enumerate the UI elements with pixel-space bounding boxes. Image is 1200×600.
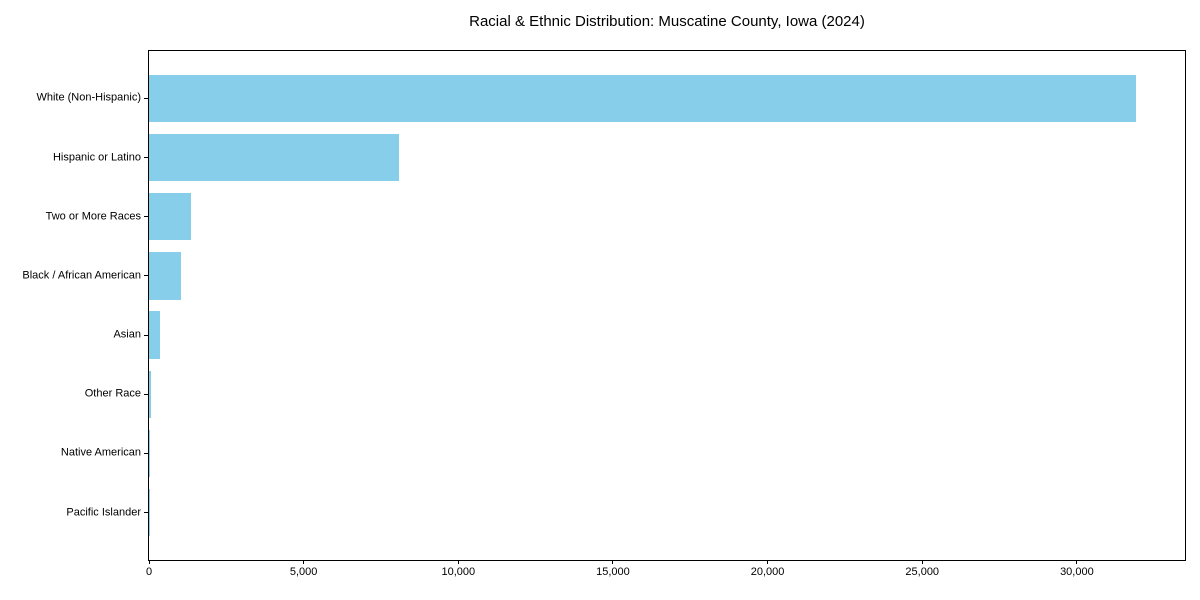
y-tick (144, 97, 149, 99)
bar (149, 311, 161, 359)
x-tick (921, 560, 923, 564)
y-tick-label: Black / African American (22, 269, 141, 282)
y-tick-label: White (Non-Hispanic) (36, 91, 141, 104)
x-tick-label: 10,000 (441, 566, 476, 578)
x-tick-label: 0 (145, 566, 153, 578)
bar (149, 193, 191, 241)
x-tick (457, 560, 459, 564)
x-tick (303, 560, 305, 564)
bars-layer (149, 51, 1185, 560)
x-tick (767, 560, 769, 564)
bar (149, 488, 150, 537)
plot-area: White (Non-Hispanic) Hispanic or Latino Tw… (22, 50, 1186, 578)
y-tick (144, 275, 149, 277)
y-tick (144, 334, 149, 336)
x-tick (612, 560, 614, 564)
y-tick-label: Two or More Races (45, 210, 141, 223)
x-tick-label: 25,000 (905, 566, 940, 578)
y-tick-label: Hispanic or Latino (52, 151, 141, 164)
bar (149, 429, 151, 478)
y-tick-label: Pacific Islander (66, 506, 141, 519)
x-tick (1076, 560, 1078, 564)
y-tick (144, 452, 149, 454)
x-tick-label: 15,000 (596, 566, 630, 578)
bar (149, 370, 151, 418)
x-axis: 0 5,000 10,000 15,000 20,000 25,000 30,000 (146, 51, 1185, 578)
y-axis: White (Non-Hispanic) Hispanic or Latino Tw… (22, 51, 1185, 560)
y-tick-label: Other Race (84, 387, 141, 400)
chart-title: Racial & Ethnic Distribution: Muscatine … (469, 13, 865, 30)
y-tick (144, 216, 149, 218)
x-tick-label: 30,000 (1060, 566, 1094, 578)
bar (149, 74, 1136, 123)
bar (149, 252, 181, 300)
x-tick-label: 20,000 (750, 566, 785, 578)
y-tick (144, 157, 149, 159)
y-tick (144, 512, 149, 514)
x-tick-label: 5,000 (289, 566, 318, 578)
x-tick (148, 560, 150, 564)
bar (149, 133, 399, 182)
y-tick-label: Native American (60, 446, 141, 459)
y-tick (144, 393, 149, 395)
y-tick-label: Asian (113, 328, 141, 341)
